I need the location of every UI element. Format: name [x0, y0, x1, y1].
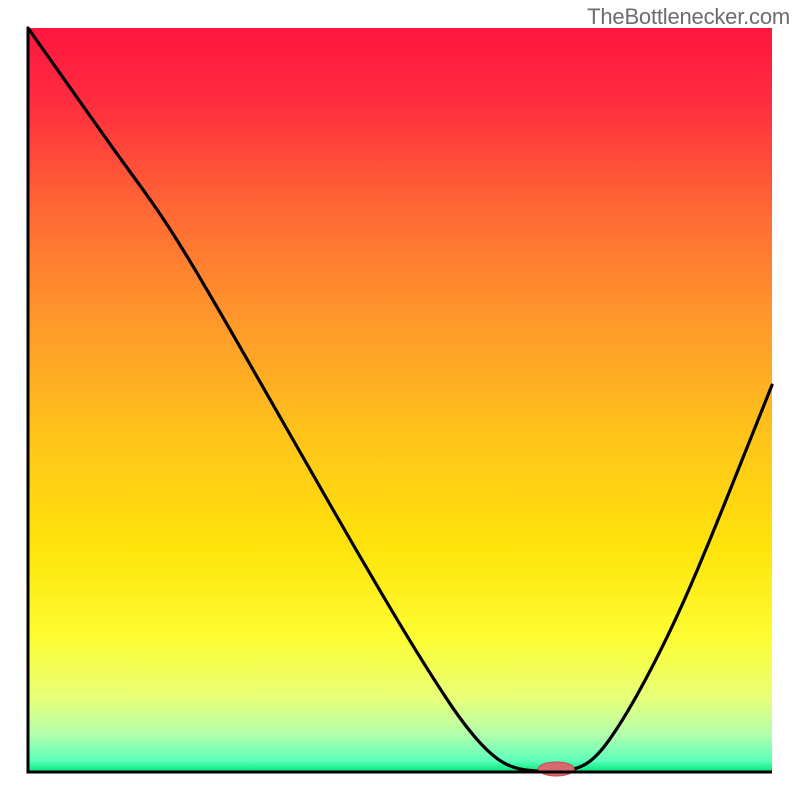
plot-background — [28, 28, 772, 772]
optimal-marker — [538, 762, 574, 776]
chart-container: TheBottlenecker.com — [0, 0, 800, 800]
bottleneck-chart — [0, 0, 800, 800]
watermark-text: TheBottlenecker.com — [587, 4, 790, 30]
